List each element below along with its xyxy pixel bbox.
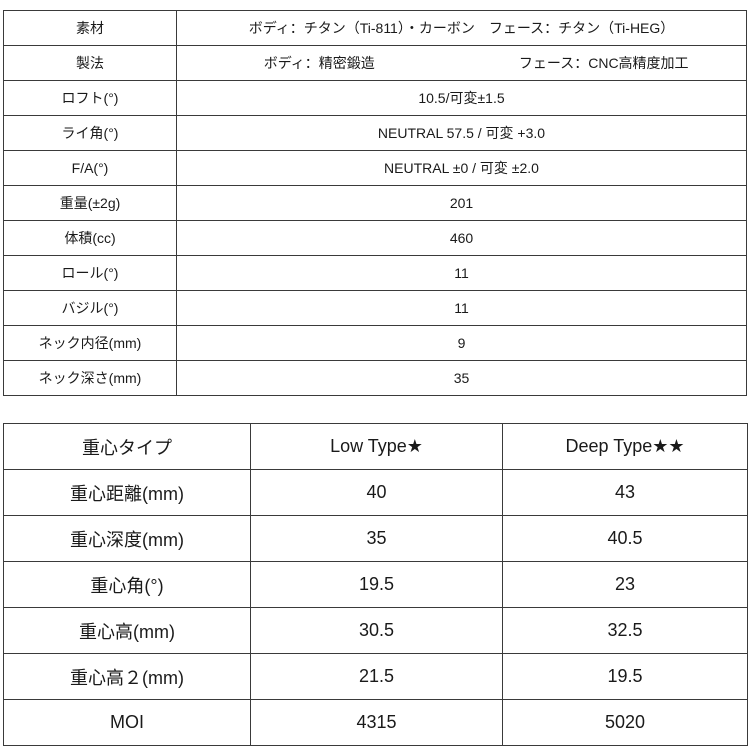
cg-table: 重心タイプ Low Type★ Deep Type★★ 重心距離(mm) 40 … — [3, 423, 748, 746]
spec-value-roll: 11 — [176, 255, 747, 291]
spec-label-weight: 重量(±2g) — [3, 185, 177, 221]
spec-value-weight: 201 — [176, 185, 747, 221]
cg-label-distance: 重心距離(mm) — [3, 469, 251, 516]
table-header-row: 重心タイプ Low Type★ Deep Type★★ — [3, 423, 748, 470]
spec-value-neck-depth: 35 — [176, 360, 747, 396]
table-row: 重心高２(mm) 21.5 19.5 — [3, 653, 748, 700]
cg-label-height: 重心高(mm) — [3, 607, 251, 654]
cg-low-angle: 19.5 — [250, 561, 503, 608]
spec-value-bulge: 11 — [176, 290, 747, 326]
cg-header-deep-type: Deep Type★★ — [502, 423, 748, 470]
cg-low-moi: 4315 — [250, 699, 503, 746]
spec-label-lie-angle: ライ角(°) — [3, 115, 177, 151]
spec-label-bulge: バジル(°) — [3, 290, 177, 326]
table-row: ロフト(°) 10.5/可変±1.5 — [3, 80, 747, 116]
spec-label-material: 素材 — [3, 10, 177, 46]
cg-deep-angle: 23 — [502, 561, 748, 608]
spec-label-volume: 体積(cc) — [3, 220, 177, 256]
cg-low-distance: 40 — [250, 469, 503, 516]
spec-label-fa: F/A(°) — [3, 150, 177, 186]
table-row: F/A(°) NEUTRAL ±0 / 可変 ±2.0 — [3, 150, 747, 186]
spec-value-neck-inner-diameter: 9 — [176, 325, 747, 361]
cg-header-low-type: Low Type★ — [250, 423, 503, 470]
spec-label-loft: ロフト(°) — [3, 80, 177, 116]
method-body: ボディ：精密鍛造 — [263, 55, 375, 71]
spec-label-neck-inner-diameter: ネック内径(mm) — [3, 325, 177, 361]
spec-value-fa: NEUTRAL ±0 / 可変 ±2.0 — [176, 150, 747, 186]
cg-header-type: 重心タイプ — [3, 423, 251, 470]
cg-low-depth: 35 — [250, 515, 503, 562]
cg-low-height2: 21.5 — [250, 653, 503, 700]
table-row: 体積(cc) 460 — [3, 220, 747, 256]
table-row: ネック内径(mm) 9 — [3, 325, 747, 361]
table-row: MOI 4315 5020 — [3, 699, 748, 746]
cg-label-angle: 重心角(°) — [3, 561, 251, 608]
table-row: 製法 ボディ：精密鍛造 フェース：CNC高精度加工 — [3, 45, 747, 81]
method-split: ボディ：精密鍛造 フェース：CNC高精度加工 — [178, 53, 746, 73]
table-row: ライ角(°) NEUTRAL 57.5 / 可変 +3.0 — [3, 115, 747, 151]
table-row: バジル(°) 11 — [3, 290, 747, 326]
spec-table: 素材 ボディ：チタン（Ti-811）・カーボン フェース：チタン（Ti-HEG）… — [3, 10, 747, 396]
cg-label-height2: 重心高２(mm) — [3, 653, 251, 700]
spec-value-material: ボディ：チタン（Ti-811）・カーボン フェース：チタン（Ti-HEG） — [176, 10, 747, 46]
cg-label-depth: 重心深度(mm) — [3, 515, 251, 562]
spec-value-volume: 460 — [176, 220, 747, 256]
table-row: 重心高(mm) 30.5 32.5 — [3, 607, 748, 654]
cg-deep-depth: 40.5 — [502, 515, 748, 562]
table-row: ロール(°) 11 — [3, 255, 747, 291]
cg-deep-distance: 43 — [502, 469, 748, 516]
spec-value-loft: 10.5/可変±1.5 — [176, 80, 747, 116]
spec-label-roll: ロール(°) — [3, 255, 177, 291]
spec-label-method: 製法 — [3, 45, 177, 81]
cg-deep-height2: 19.5 — [502, 653, 748, 700]
table-row: 重心距離(mm) 40 43 — [3, 469, 748, 516]
cg-deep-height: 32.5 — [502, 607, 748, 654]
spec-label-neck-depth: ネック深さ(mm) — [3, 360, 177, 396]
cg-deep-moi: 5020 — [502, 699, 748, 746]
spec-value-method: ボディ：精密鍛造 フェース：CNC高精度加工 — [176, 45, 747, 81]
method-face: フェース：CNC高精度加工 — [518, 55, 689, 71]
table-row: 重心深度(mm) 35 40.5 — [3, 515, 748, 562]
table-row: 重量(±2g) 201 — [3, 185, 747, 221]
cg-low-height: 30.5 — [250, 607, 503, 654]
table-row: 素材 ボディ：チタン（Ti-811）・カーボン フェース：チタン（Ti-HEG） — [3, 10, 747, 46]
table-row: 重心角(°) 19.5 23 — [3, 561, 748, 608]
cg-label-moi: MOI — [3, 699, 251, 746]
spec-value-lie-angle: NEUTRAL 57.5 / 可変 +3.0 — [176, 115, 747, 151]
table-row: ネック深さ(mm) 35 — [3, 360, 747, 396]
